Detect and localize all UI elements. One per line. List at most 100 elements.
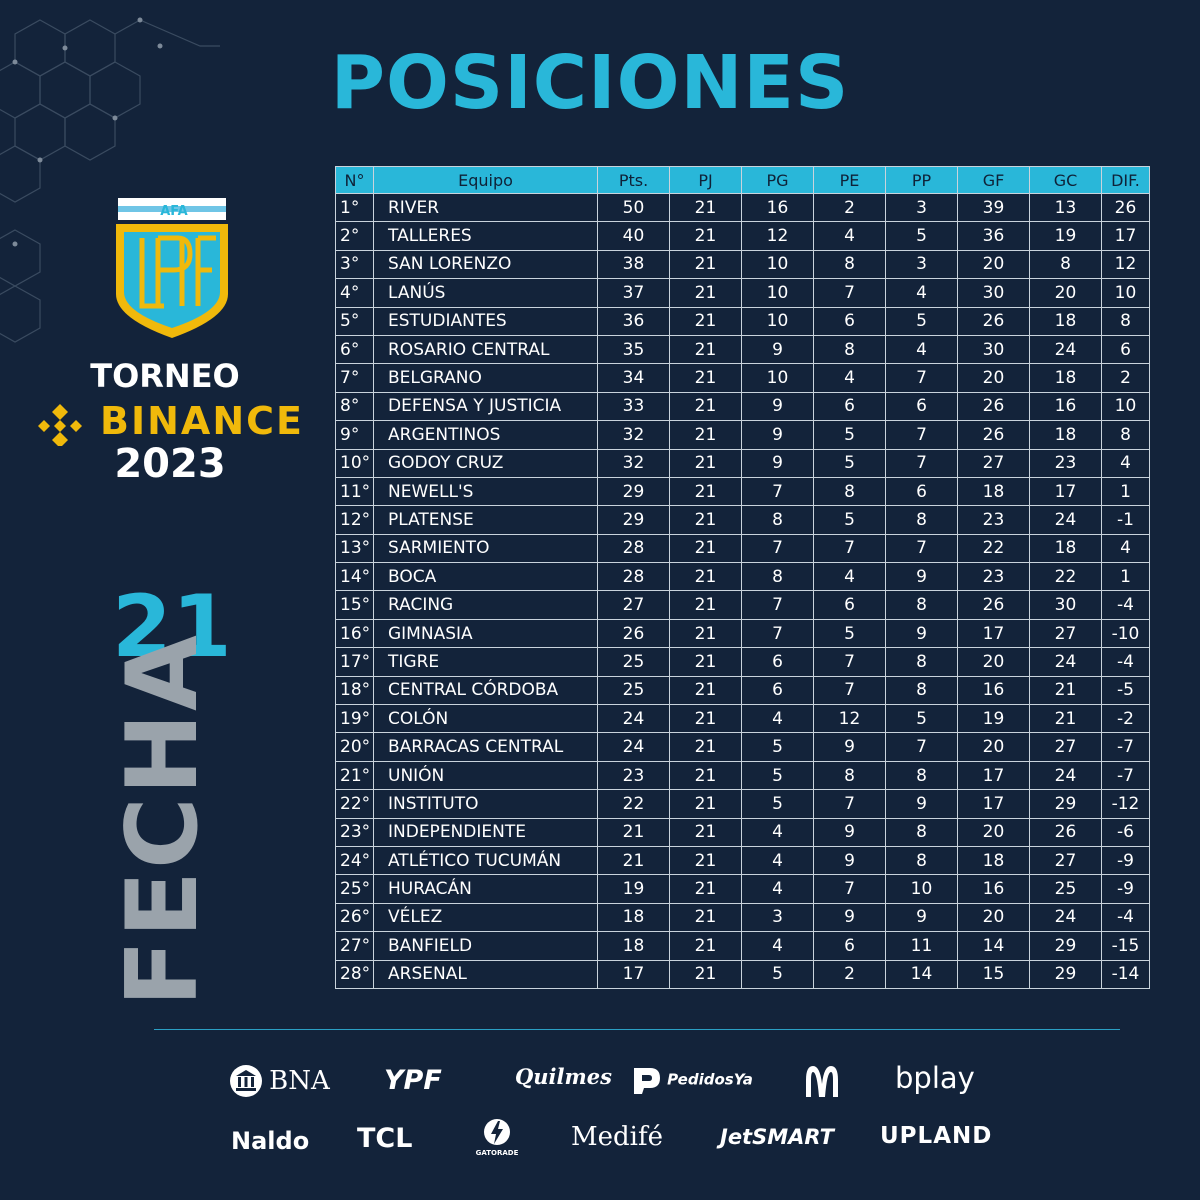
stat-cell: 27 [1029, 845, 1102, 876]
stat-cell: 28 [597, 562, 670, 592]
stat-cell: 21 [669, 221, 742, 251]
binance-diamond-icon [38, 404, 82, 446]
table-row: 1° RIVER 50 21 16 2 3 39 13 26 [335, 192, 1150, 223]
stat-cell: 14 [957, 931, 1030, 961]
stat-cell: 21 [669, 959, 742, 989]
stat-cell: 10 [741, 278, 814, 308]
table-row: 15° RACING 27 21 7 6 8 26 30 -4 [335, 590, 1150, 620]
table-row: 21° UNIÓN 23 21 5 8 8 17 24 -7 [335, 760, 1150, 791]
stat-cell: -7 [1101, 760, 1150, 791]
stat-cell: -2 [1101, 704, 1150, 734]
table-row: 4° LANÚS 37 21 10 7 4 30 20 10 [335, 278, 1150, 308]
stat-cell: 4 [741, 874, 814, 904]
column-header: N° [335, 166, 374, 194]
stat-cell: -5 [1101, 675, 1150, 706]
stat-cell: 25 [597, 675, 670, 706]
stat-cell: 9 [885, 902, 958, 933]
position-cell: 9° [335, 420, 374, 450]
column-header: PP [885, 166, 958, 194]
stat-cell: 16 [957, 675, 1030, 706]
stat-cell: 4 [741, 817, 814, 847]
stat-cell: 4 [1101, 533, 1150, 564]
stat-cell: 32 [597, 448, 670, 478]
stat-cell: 17 [1029, 476, 1102, 507]
team-name-cell: RACING [373, 590, 598, 620]
stat-cell: 4 [885, 334, 958, 365]
stat-cell: 20 [957, 817, 1030, 847]
stat-cell: 21 [669, 278, 742, 308]
column-header: PE [813, 166, 886, 194]
position-cell: 16° [335, 618, 374, 649]
sponsor-gatorade: GATORADE [472, 1117, 522, 1157]
stat-cell: 7 [885, 363, 958, 393]
position-cell: 5° [335, 306, 374, 336]
sponsor-naldo: Naldo [231, 1127, 310, 1155]
team-name-cell: SARMIENTO [373, 533, 598, 564]
sponsor-bplay: bplay [895, 1061, 975, 1095]
stat-cell: 19 [957, 704, 1030, 734]
team-name-cell: BELGRANO [373, 363, 598, 393]
stat-cell: 22 [597, 789, 670, 819]
stat-cell: 9 [741, 334, 814, 365]
stat-cell: 14 [885, 959, 958, 989]
stat-cell: 7 [741, 618, 814, 649]
stat-cell: 4 [741, 845, 814, 876]
stat-cell: 20 [957, 902, 1030, 933]
stat-cell: 3 [885, 249, 958, 280]
column-header: Equipo [373, 166, 598, 194]
stat-cell: 18 [1029, 306, 1102, 336]
stat-cell: 1 [1101, 562, 1150, 592]
stat-cell: 8 [885, 590, 958, 620]
stat-cell: 7 [885, 448, 958, 478]
stat-cell: 9 [813, 845, 886, 876]
stat-cell: 20 [957, 732, 1030, 762]
sponsor-ypf: YPF [384, 1065, 442, 1096]
position-cell: 24° [335, 845, 374, 876]
stat-cell: 4 [885, 278, 958, 308]
sponsor-pedidosya: PedidosYa [630, 1064, 753, 1096]
stat-cell: 24 [1029, 760, 1102, 791]
stat-cell: 26 [597, 618, 670, 649]
column-header: GF [957, 166, 1030, 194]
position-cell: 4° [335, 278, 374, 308]
team-name-cell: RIVER [373, 192, 598, 223]
team-name-cell: NEWELL'S [373, 476, 598, 507]
stat-cell: 26 [957, 391, 1030, 422]
stat-cell: 23 [957, 562, 1030, 592]
position-cell: 20° [335, 732, 374, 762]
table-row: 26° VÉLEZ 18 21 3 9 9 20 24 -4 [335, 902, 1150, 933]
stat-cell: 27 [597, 590, 670, 620]
position-cell: 1° [335, 192, 374, 223]
table-row: 19° COLÓN 24 21 4 12 5 19 21 -2 [335, 704, 1150, 734]
stat-cell: 5 [741, 732, 814, 762]
stat-cell: 16 [1029, 391, 1102, 422]
stat-cell: 5 [813, 505, 886, 535]
table-header-row: N° Equipo Pts. PJ PG PE PP GF GC DIF. [335, 166, 1150, 194]
team-name-cell: ARGENTINOS [373, 420, 598, 450]
stat-cell: 8 [1029, 249, 1102, 280]
table-row: 11° NEWELL'S 29 21 7 8 6 18 17 1 [335, 476, 1150, 507]
team-name-cell: GODOY CRUZ [373, 448, 598, 478]
stat-cell: 26 [957, 306, 1030, 336]
stat-cell: 10 [1101, 391, 1150, 422]
stat-cell: 6 [885, 476, 958, 507]
column-header: DIF. [1101, 166, 1150, 194]
position-cell: 15° [335, 590, 374, 620]
stat-cell: 21 [669, 363, 742, 393]
stat-cell: -4 [1101, 590, 1150, 620]
afa-badge-text: AFA [160, 204, 188, 219]
stat-cell: 19 [597, 874, 670, 904]
stat-cell: 35 [597, 334, 670, 365]
stat-cell: 21 [669, 562, 742, 592]
stat-cell: 21 [597, 817, 670, 847]
stat-cell: 21 [669, 902, 742, 933]
stat-cell: 9 [885, 562, 958, 592]
stat-cell: 21 [669, 789, 742, 819]
stat-cell: 7 [885, 732, 958, 762]
position-cell: 21° [335, 760, 374, 791]
table-row: 25° HURACÁN 19 21 4 7 10 16 25 -9 [335, 874, 1150, 904]
stat-cell: 8 [885, 817, 958, 847]
stat-cell: 8 [885, 675, 958, 706]
stat-cell: 7 [885, 533, 958, 564]
column-header: GC [1029, 166, 1102, 194]
